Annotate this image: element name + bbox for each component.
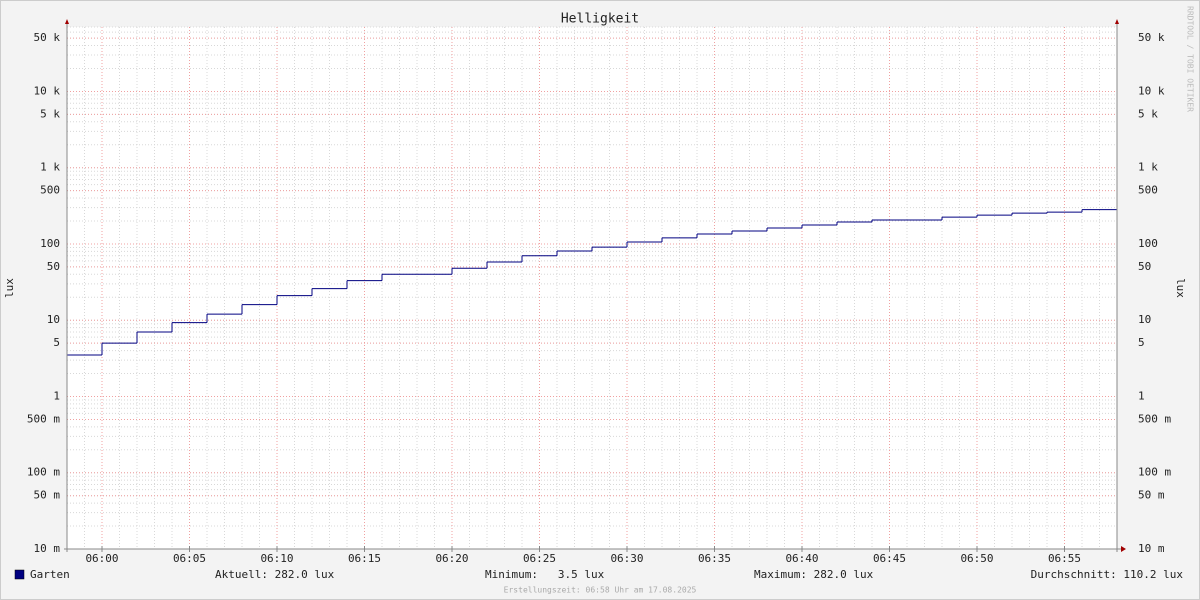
- legend-stat: Maximum: 282.0 lux: [754, 568, 874, 581]
- y2-tick-label: 1: [1138, 389, 1145, 402]
- y2-tick-label: 10 m: [1138, 542, 1165, 555]
- y-tick-label: 50 m: [34, 489, 61, 502]
- y-tick-label: 10 m: [34, 542, 61, 555]
- y-tick-label: 5 k: [40, 107, 60, 120]
- y2-tick-label: 5 k: [1138, 107, 1158, 120]
- y2-tick-label: 500: [1138, 184, 1158, 197]
- x-tick-label: 06:50: [960, 552, 993, 565]
- y-tick-label: 5: [53, 336, 60, 349]
- y2-tick-label: 10 k: [1138, 84, 1165, 97]
- x-tick-label: 06:35: [698, 552, 731, 565]
- y-tick-label: 10 k: [34, 84, 61, 97]
- x-tick-label: 06:20: [435, 552, 468, 565]
- footer: Erstellungszeit: 06:58 Uhr am 17.08.2025: [504, 586, 697, 595]
- legend-swatch: [14, 569, 25, 580]
- x-tick-label: 06:30: [610, 552, 643, 565]
- y-tick-label: 500 m: [27, 412, 60, 425]
- y-tick-label: 100 m: [27, 466, 60, 479]
- watermark: RRDTOOL / TOBI OETIKER: [1186, 6, 1195, 112]
- axis-arrow: [1121, 546, 1126, 552]
- x-tick-label: 06:55: [1048, 552, 1081, 565]
- x-tick-label: 06:45: [873, 552, 906, 565]
- y-tick-label: 50: [47, 260, 60, 273]
- legend-stat: Durchschnitt: 110.2 lux: [1031, 568, 1184, 581]
- y-tick-label: 100: [40, 237, 60, 250]
- chart-title: Helligkeit: [561, 12, 639, 27]
- y2-tick-label: 5: [1138, 336, 1145, 349]
- y2-tick-label: 100: [1138, 237, 1158, 250]
- y-tick-label: 10: [47, 313, 60, 326]
- y2-tick-label: 500 m: [1138, 412, 1171, 425]
- y-tick-label: 50 k: [34, 31, 61, 44]
- x-tick-label: 06:25: [523, 552, 556, 565]
- legend-label: Garten: [30, 568, 70, 581]
- y2-tick-label: 50: [1138, 260, 1151, 273]
- y2-tick-label: 10: [1138, 313, 1151, 326]
- y2-tick-label: 50 m: [1138, 489, 1165, 502]
- axis-arrow: [1115, 19, 1119, 24]
- y2-tick-label: 1 k: [1138, 161, 1158, 174]
- x-tick-label: 06:40: [785, 552, 818, 565]
- marks: [67, 209, 1117, 356]
- y2-tick-label: 50 k: [1138, 31, 1165, 44]
- y-tick-label: 500: [40, 184, 60, 197]
- y-tick-label: 1 k: [40, 161, 60, 174]
- axis-arrow: [65, 19, 69, 24]
- y-axis-label: lux: [3, 278, 16, 298]
- x-tick-label: 06:15: [348, 552, 381, 565]
- x-tick-label: 06:00: [85, 552, 118, 565]
- y2-tick-label: 100 m: [1138, 466, 1171, 479]
- x-tick-label: 06:10: [260, 552, 293, 565]
- y2-axis-label: lux: [1174, 278, 1187, 298]
- legend-stat: Minimum: 3.5 lux: [485, 568, 605, 581]
- y-tick-label: 1: [53, 389, 60, 402]
- x-tick-label: 06:05: [173, 552, 206, 565]
- legend-stat: Aktuell: 282.0 lux: [215, 568, 335, 581]
